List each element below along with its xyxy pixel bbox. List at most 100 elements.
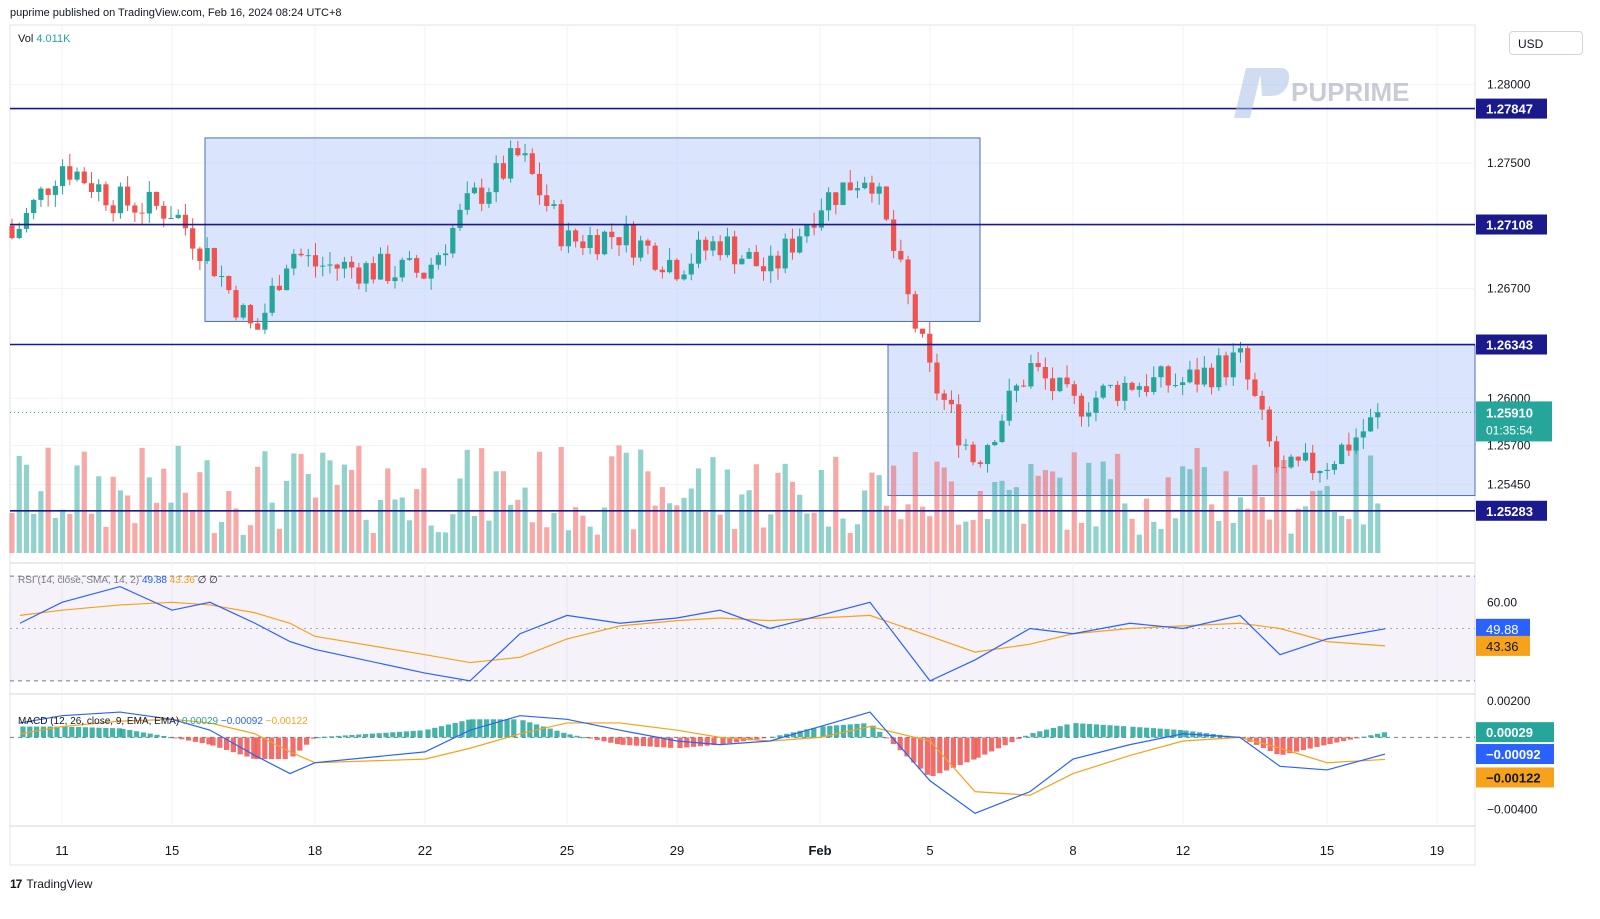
macd-line (19, 711, 1386, 815)
candle (587, 226, 593, 255)
candle (609, 223, 615, 250)
candle-body (746, 251, 752, 259)
candle (1281, 455, 1287, 469)
macd-hist-bar (310, 737, 316, 739)
volume-bar (399, 497, 405, 553)
rsi-legend-title: RSI (14, close, SMA, 14, 2) (18, 575, 140, 586)
candle-body (226, 276, 232, 291)
currency-button[interactable]: USD (1509, 31, 1583, 55)
volume-bar (9, 513, 15, 553)
macd-hist-bar (820, 726, 826, 738)
macd-hist-bar (20, 726, 26, 738)
candle (645, 238, 651, 255)
macd-hist-bar (777, 735, 783, 738)
level-badge (1476, 500, 1547, 521)
volume-bar (38, 491, 44, 553)
candle-body (161, 205, 167, 219)
candle (182, 203, 189, 236)
macd-hist-bar (918, 737, 924, 769)
candle-body (247, 305, 254, 324)
volume-bar (269, 502, 275, 553)
candle-body (782, 238, 788, 269)
candle (1028, 354, 1034, 389)
candle-body (659, 269, 665, 273)
volume-bar (1295, 508, 1301, 553)
price-tick-label: 1.28000 (1487, 78, 1531, 92)
candle-body (688, 263, 694, 275)
volume-bar (912, 451, 918, 553)
candle (1252, 372, 1258, 398)
candle-body (1353, 437, 1359, 451)
candle (905, 255, 911, 305)
volume-bar (363, 519, 369, 553)
time-tick-label: 22 (418, 843, 432, 858)
candle-body (515, 148, 521, 156)
candle-body (847, 182, 853, 191)
volume-bar (919, 506, 926, 553)
candle (1086, 402, 1092, 427)
volume-bar (1071, 452, 1077, 553)
macd-legend[interactable]: MACD (12, 26, close, 9, EMA, EMA) 0.0002… (18, 716, 308, 727)
volume-bar (573, 507, 579, 553)
macd-hist-bar (484, 719, 490, 738)
candle (1049, 367, 1056, 401)
macd-hist-bar (329, 736, 335, 738)
volume-bar (305, 473, 311, 553)
candle-body (825, 192, 832, 211)
candle-body (493, 163, 499, 193)
candle-body (797, 236, 803, 253)
tradingview-brand: TradingView (26, 877, 93, 891)
candle (789, 228, 796, 260)
macd-hist-bar (154, 734, 160, 738)
candle-body (327, 264, 333, 266)
candle (854, 181, 861, 199)
candle (276, 274, 282, 292)
time-axis[interactable]: 11 15 18 22 25 29 Feb 5 8 12 15 19 (55, 843, 1444, 858)
rsi-pane (10, 575, 1475, 682)
candle-body (52, 186, 58, 195)
candle-body (125, 186, 131, 206)
volume-bar (1375, 503, 1381, 553)
rsi-legend[interactable]: RSI (14, close, SMA, 14, 2) 49.88 43.36 … (18, 575, 218, 586)
candle (370, 256, 376, 284)
macd-hist-bar (720, 737, 726, 745)
horizontal-levels[interactable] (10, 107, 1475, 512)
volume-bar (963, 521, 969, 553)
candle-body (190, 228, 196, 249)
price-axis[interactable]: 1.280001.275001.267001.260001.257001.254… (1487, 78, 1538, 817)
candle (464, 181, 470, 215)
candle (768, 245, 774, 283)
volume-bar (464, 449, 470, 553)
volume-bar (182, 492, 189, 553)
volume-bar (96, 476, 102, 553)
volume-bar (31, 513, 37, 553)
candle (536, 162, 543, 205)
candle (616, 237, 622, 256)
candle (1136, 382, 1142, 398)
volume-bar (450, 514, 456, 553)
candle (1143, 374, 1150, 397)
volume-bar (1129, 518, 1135, 553)
candle (1057, 377, 1063, 393)
volume-bar (1223, 471, 1229, 553)
volume-bar (804, 513, 810, 553)
volume-bar (797, 494, 803, 553)
candle (377, 247, 384, 280)
macd-hist-bar (82, 727, 88, 738)
candle (703, 236, 709, 261)
volume-bar (544, 527, 550, 553)
candle-body (1339, 444, 1345, 464)
level-badge (1476, 214, 1547, 235)
candle-body (218, 276, 225, 278)
candle-body (479, 187, 485, 204)
candle (96, 179, 102, 202)
volume-bar (760, 527, 767, 553)
candle-body (1295, 456, 1301, 461)
tradingview-footer[interactable]: 17 TradingView (10, 877, 92, 891)
volume-bar (1021, 523, 1027, 553)
candle (594, 228, 600, 260)
volume-bar (117, 490, 123, 553)
candle-body (197, 248, 203, 262)
candle-body (182, 214, 189, 229)
